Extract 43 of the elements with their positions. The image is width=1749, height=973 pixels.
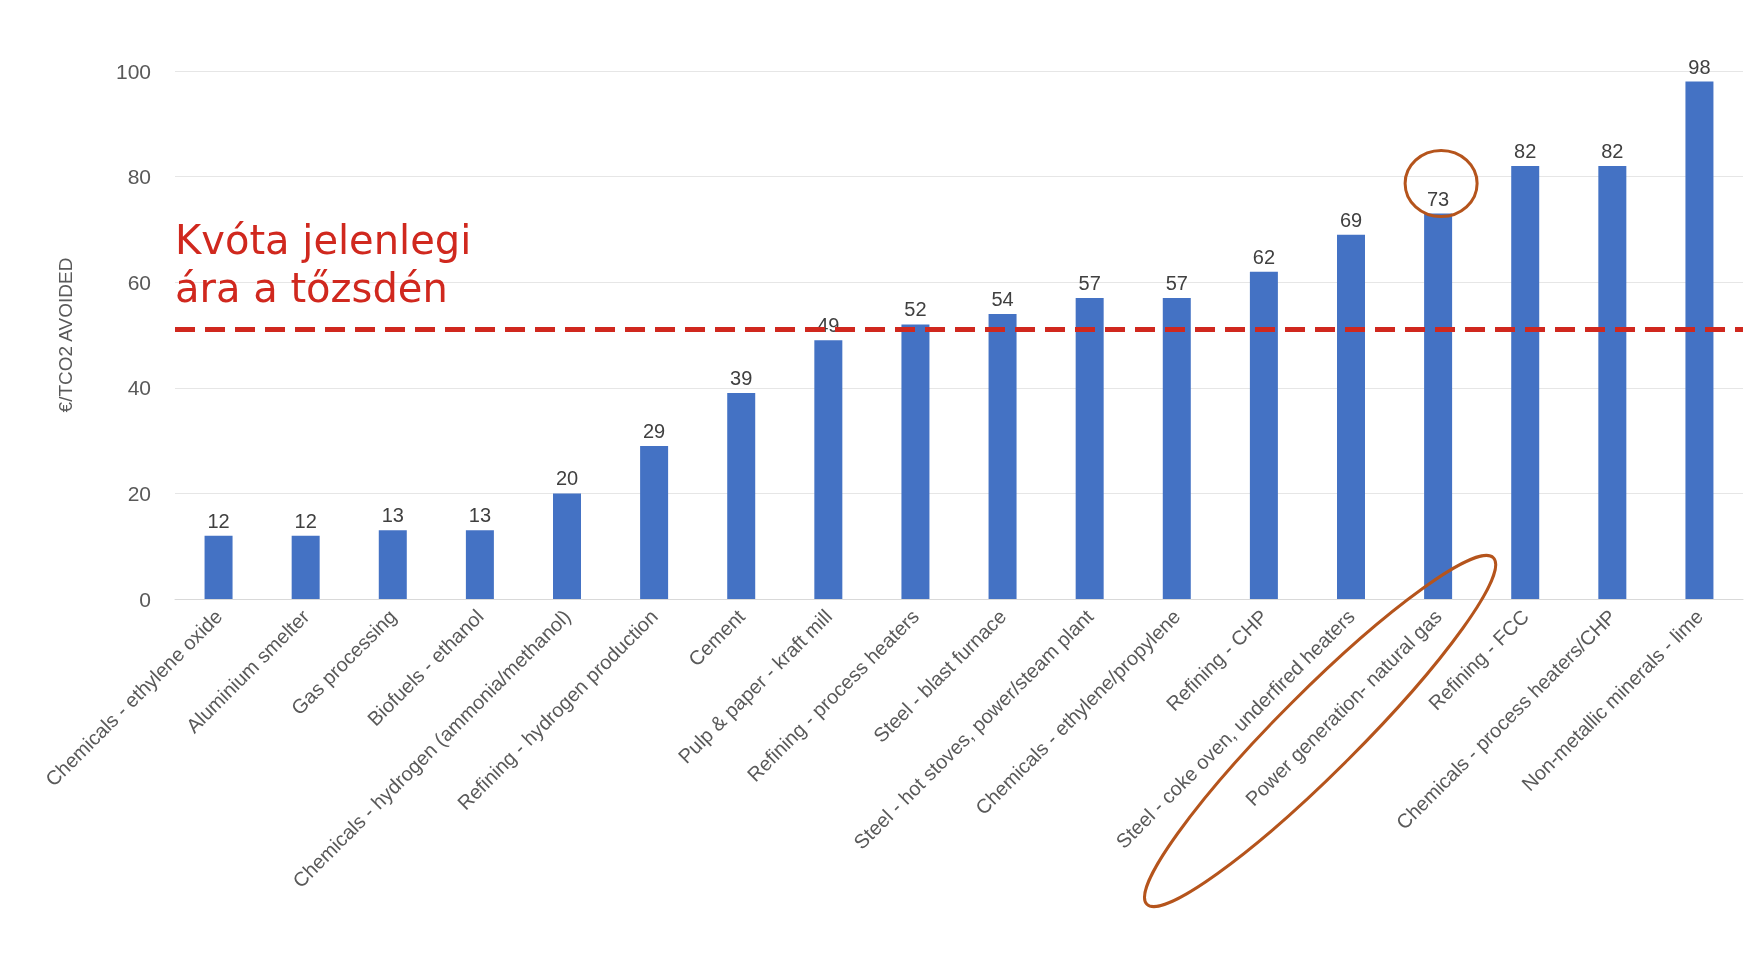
y-tick-label: 20 [127, 481, 151, 505]
bar [553, 493, 581, 599]
bar [465, 530, 494, 599]
bar [1598, 166, 1627, 599]
y-tick-label: 0 [139, 587, 151, 611]
y-tick-label: 100 [115, 59, 151, 83]
bar [814, 340, 843, 599]
data-label: 12 [207, 509, 230, 532]
bar [1249, 271, 1278, 599]
data-label: 57 [1078, 272, 1101, 295]
bar [1685, 81, 1714, 599]
bar [1424, 213, 1453, 599]
bar [727, 393, 756, 599]
y-axis-title: €/TCO2 AVOIDED [55, 257, 76, 413]
y-tick-label: 80 [127, 165, 151, 189]
bar [1511, 166, 1540, 599]
data-label: 62 [1252, 245, 1276, 268]
data-label: 20 [555, 467, 579, 490]
bar [1075, 298, 1104, 599]
bar [1162, 298, 1191, 599]
data-label: 13 [468, 504, 492, 527]
data-label: 73 [1426, 187, 1450, 210]
bar [988, 313, 1017, 599]
data-label: 12 [294, 509, 317, 532]
data-label: 69 [1339, 208, 1363, 231]
data-label: 57 [1165, 272, 1188, 295]
bar [378, 530, 407, 599]
bar [204, 535, 233, 599]
bar [901, 324, 930, 599]
data-label: 98 [1688, 55, 1711, 78]
bar [1337, 234, 1365, 599]
data-label: 39 [730, 367, 753, 390]
bar [291, 535, 320, 599]
data-label: 13 [381, 504, 404, 527]
data-label: 52 [904, 298, 927, 321]
data-label: 54 [991, 287, 1014, 310]
ref-line-label: Kvóta jelenlegi ára a tőzsdén [175, 216, 485, 311]
data-label: 82 [1514, 140, 1537, 163]
data-label: 29 [642, 419, 666, 442]
y-tick-label: 60 [127, 270, 151, 294]
bar [640, 445, 669, 599]
y-tick-label: 40 [127, 376, 151, 400]
data-label: 82 [1601, 140, 1624, 163]
